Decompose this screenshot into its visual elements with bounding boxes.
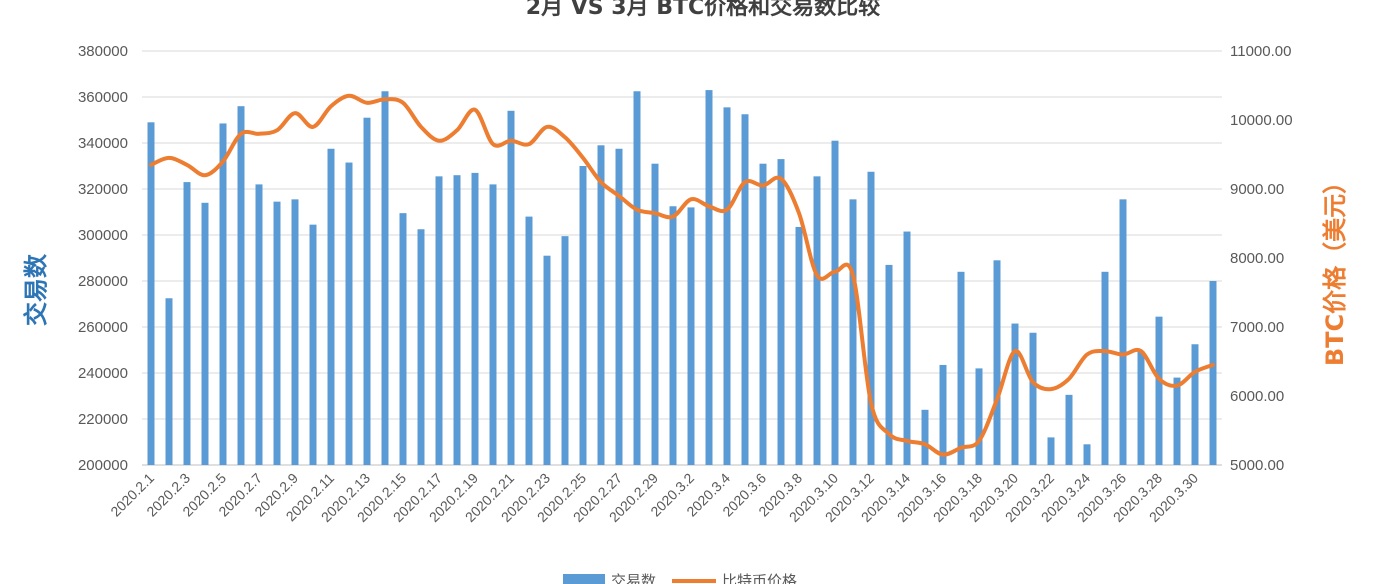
bar (345, 162, 353, 466)
grid (142, 50, 1222, 466)
bar (255, 184, 263, 465)
bar (453, 175, 461, 465)
bar (615, 148, 623, 465)
y-tick-label: 320000 (78, 181, 128, 198)
bar (543, 255, 551, 465)
bar (1209, 281, 1217, 465)
bar (273, 201, 281, 465)
y-tick-label: 240000 (78, 365, 128, 382)
bar (849, 199, 857, 465)
bar (921, 409, 929, 465)
bar (471, 172, 479, 465)
y-right-tick-label: 7000.00 (1230, 319, 1284, 336)
bar (381, 91, 389, 465)
bar (723, 107, 731, 465)
bar (993, 260, 1001, 465)
bar (741, 114, 749, 465)
y-right-tick-label: 9000.00 (1230, 181, 1284, 198)
bar (903, 231, 911, 465)
bar (795, 226, 803, 465)
y-tick-label: 380000 (78, 43, 128, 60)
bar (1083, 444, 1091, 465)
legend-line-label: 比特币价格 (722, 572, 797, 584)
bar (1011, 323, 1019, 465)
bar (489, 184, 497, 465)
price-line (149, 93, 1215, 457)
bar (201, 202, 209, 466)
y-tick-label: 220000 (78, 411, 128, 428)
y-right-tick-label: 6000.00 (1230, 388, 1284, 405)
bar (1101, 271, 1109, 465)
bar (291, 199, 299, 465)
bar (975, 368, 983, 465)
bar (885, 264, 893, 465)
bar (759, 163, 767, 465)
y-tick-label: 260000 (78, 319, 128, 336)
bar (939, 364, 947, 465)
right-axis-label: BTC价格（美元） (1321, 170, 1349, 366)
bar (1137, 351, 1145, 465)
bar (219, 123, 227, 465)
y-right-tick-label: 5000.00 (1230, 457, 1284, 474)
bar (597, 145, 605, 466)
right-y-axis: 5000.00 6000.00 7000.00 8000.00 9000.00 10000… (1230, 43, 1293, 474)
y-tick-label: 300000 (78, 227, 128, 244)
bar (633, 91, 641, 465)
bar (1047, 437, 1055, 465)
bar (1029, 332, 1037, 465)
left-axis-label: 交易数 (22, 253, 50, 326)
bar (507, 110, 515, 466)
bar (309, 224, 317, 465)
bar (687, 207, 695, 465)
bar (561, 236, 569, 465)
legend-bar-label: 交易数 (611, 572, 656, 584)
y-right-tick-label: 10000.00 (1230, 112, 1293, 129)
y-right-tick-label: 11000.00 (1230, 43, 1291, 60)
bar (813, 176, 821, 465)
bar (1173, 377, 1181, 465)
bar (525, 216, 533, 465)
bar (705, 90, 713, 465)
x-axis: 2020.2.12020.2.32020.2.52020.2.72020.2.9… (107, 470, 1201, 526)
bar (1065, 394, 1073, 465)
bar (417, 229, 425, 465)
y-tick-label: 340000 (78, 135, 128, 152)
bar (399, 213, 407, 465)
legend: 交易数 比特币价格 (563, 572, 797, 584)
bar (831, 140, 839, 465)
bar-series (147, 90, 1217, 466)
bar (1191, 344, 1199, 465)
bar (867, 171, 875, 465)
y-right-tick-label: 8000.00 (1230, 250, 1284, 267)
legend-bar-swatch (563, 574, 605, 584)
y-tick-label: 360000 (78, 89, 128, 106)
y-tick-label: 200000 (78, 457, 128, 474)
bar (1119, 199, 1127, 465)
chart-title: 2月 VS 3月 BTC价格和交易数比较 (526, 0, 880, 20)
bar (165, 298, 173, 465)
bar (579, 166, 587, 465)
bar (183, 182, 191, 465)
bar (957, 271, 965, 465)
bar (651, 163, 659, 465)
bar (147, 122, 155, 466)
bar (327, 148, 335, 465)
bar (363, 117, 371, 465)
bar (1155, 316, 1163, 465)
bar (777, 159, 785, 465)
bar (435, 176, 443, 465)
bar (237, 106, 245, 465)
y-tick-label: 280000 (78, 273, 128, 290)
left-y-axis: 200000 220000 240000 260000 280000 300000 3200… (78, 43, 128, 474)
bar (669, 206, 677, 465)
